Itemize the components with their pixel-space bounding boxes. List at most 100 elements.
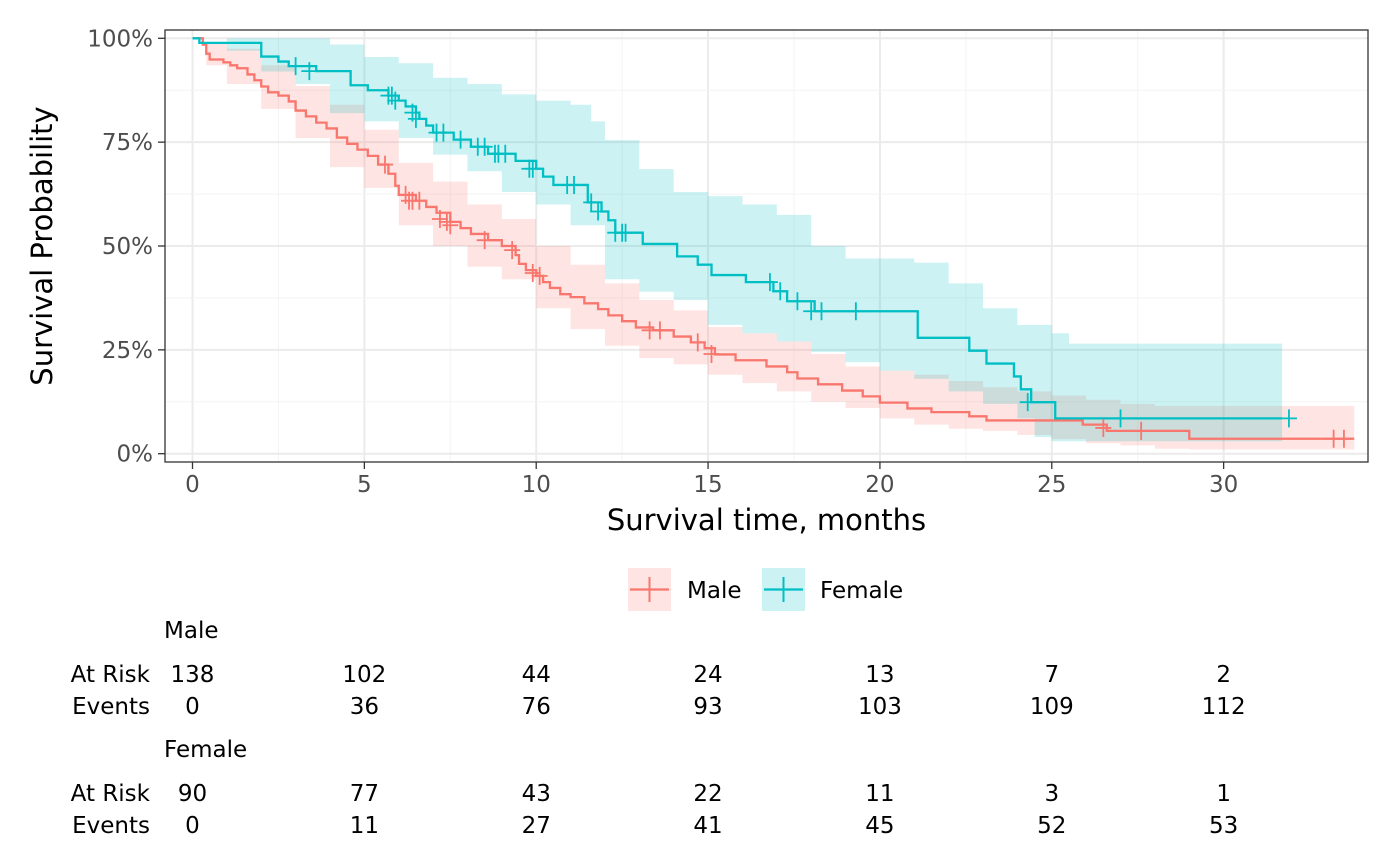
axes: 0 5 10 15 20 25 30 0% 25% 50% 75% 100% (87, 26, 1238, 498)
confidence-bands (192, 38, 1355, 450)
plot-panel (164, 29, 1369, 463)
censor-mark-female (452, 130, 469, 149)
risk-group-female: Female At Risk 90 77 43 22 11 3 1 Events 0 11 27 41 45… (71, 737, 1239, 839)
x-tick-label: 5 (357, 472, 372, 498)
risk-cell-at-risk: 90 (178, 781, 207, 807)
censor-mark-male (442, 216, 459, 235)
risk-cell-at-risk: 7 (1044, 662, 1059, 688)
censor-mark-female (1112, 409, 1129, 428)
risk-cell-events: 103 (858, 694, 902, 720)
legend-label: Male (687, 578, 741, 604)
grid (165, 30, 1368, 462)
censor-mark-male (524, 264, 541, 282)
ci-band-female (192, 38, 1283, 442)
risk-group-title: Female (164, 737, 247, 763)
censor-mark-male (431, 210, 448, 228)
risk-row-label: At Risk (71, 781, 151, 807)
survival-curve-female (192, 37, 1283, 420)
censor-mark-male (376, 155, 393, 174)
censor-mark-female (383, 86, 400, 105)
risk-cell-at-risk: 2 (1216, 662, 1231, 688)
censor-mark-male (504, 241, 521, 260)
censor-marks (287, 57, 1352, 448)
risk-cell-events: 76 (522, 694, 551, 720)
censor-mark-male (1335, 429, 1352, 448)
censor-mark-male (703, 345, 720, 363)
risk-cell-at-risk: 77 (350, 781, 379, 807)
risk-cell-events: 0 (185, 694, 200, 720)
risk-cell-at-risk: 44 (522, 662, 551, 688)
censor-mark-female (1280, 409, 1297, 428)
x-tick-label: 30 (1209, 472, 1238, 498)
risk-cell-events: 41 (693, 813, 722, 839)
risk-cell-events: 53 (1209, 813, 1238, 839)
risk-row-label: Events (72, 813, 150, 839)
censor-mark-female (435, 123, 452, 142)
y-tick-label: 25% (102, 338, 153, 364)
censor-mark-female (617, 223, 634, 242)
legend-item-female: Female (762, 568, 903, 611)
risk-cell-at-risk: 13 (865, 662, 894, 688)
censor-mark-female (761, 273, 778, 292)
risk-cell-events: 93 (693, 694, 722, 720)
risk-group-title: Male (164, 618, 218, 644)
censor-mark-female (1019, 393, 1036, 412)
censor-mark-male (438, 212, 455, 231)
y-tick-label: 0% (117, 442, 154, 468)
censor-mark-male (1133, 421, 1150, 440)
risk-group-male: Male At Risk 138 102 44 24 13 7 2 Events 0 36 76 93 10… (71, 618, 1246, 720)
censor-mark-female (287, 57, 304, 76)
risk-cell-at-risk: 1 (1216, 781, 1231, 807)
risk-row-label: At Risk (71, 662, 151, 688)
risk-cell-at-risk: 22 (693, 781, 722, 807)
risk-cell-events: 109 (1030, 694, 1074, 720)
censor-mark-female (813, 302, 830, 321)
legend: Male Female (628, 568, 903, 611)
censor-mark-female (476, 137, 493, 156)
censor-mark-female (590, 202, 607, 221)
censor-mark-female (524, 159, 541, 178)
risk-cell-at-risk: 24 (693, 662, 722, 688)
risk-cell-at-risk: 3 (1044, 781, 1059, 807)
censor-mark-male (476, 231, 493, 250)
x-tick-label: 0 (185, 472, 200, 498)
y-axis-label: Survival Probability (25, 106, 59, 385)
risk-cell-events: 45 (865, 813, 894, 839)
y-tick-label: 75% (102, 130, 153, 156)
risk-cell-events: 112 (1202, 694, 1246, 720)
risk-cell-events: 36 (350, 694, 379, 720)
censor-mark-male (689, 333, 706, 352)
risk-cell-events: 52 (1037, 813, 1066, 839)
censor-mark-female (407, 109, 424, 128)
censor-mark-female (789, 292, 806, 311)
x-tick-label: 15 (693, 472, 722, 498)
risk-cell-at-risk: 102 (342, 662, 386, 688)
risk-cell-events: 11 (350, 813, 379, 839)
censor-mark-male (651, 321, 668, 340)
censor-mark-male (1095, 418, 1112, 437)
censor-mark-female (772, 282, 789, 301)
risk-cell-at-risk: 11 (865, 781, 894, 807)
risk-cell-at-risk: 138 (171, 662, 215, 688)
x-axis-label: Survival time, months (607, 503, 926, 537)
censor-mark-female (847, 302, 864, 321)
censor-mark-male (531, 266, 548, 285)
y-tick-label: 50% (102, 234, 153, 260)
risk-row-label: Events (72, 694, 150, 720)
risk-cell-events: 27 (522, 813, 551, 839)
legend-item-male: Male (628, 568, 741, 611)
censor-mark-female (566, 175, 583, 194)
x-tick-label: 25 (1037, 472, 1066, 498)
y-tick-label: 100% (87, 26, 153, 52)
legend-label: Female (820, 578, 903, 604)
censor-mark-male (411, 191, 428, 210)
censor-mark-female (497, 144, 514, 163)
risk-cell-at-risk: 43 (522, 781, 551, 807)
censor-mark-female (301, 62, 318, 81)
x-tick-label: 10 (522, 472, 551, 498)
risk-cell-events: 0 (185, 813, 200, 839)
censor-mark-female (583, 193, 600, 212)
censor-mark-female (387, 91, 404, 110)
